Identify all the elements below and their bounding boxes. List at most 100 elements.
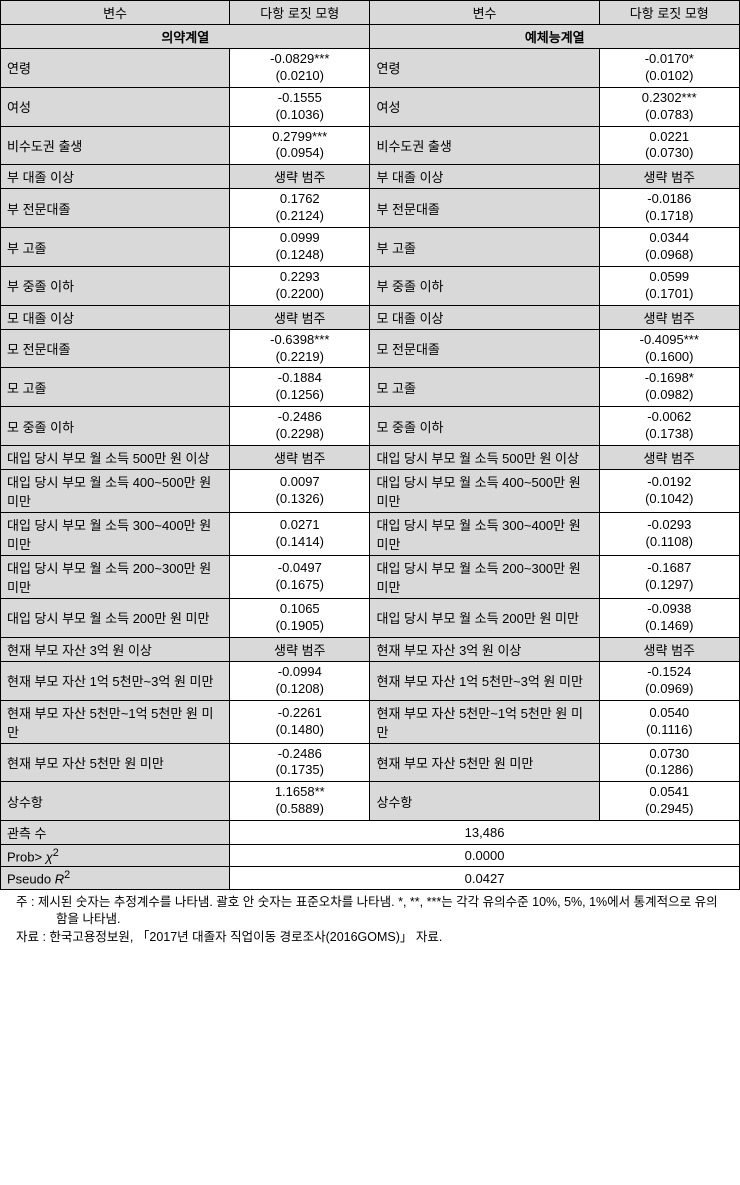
- variable-label-left: 모 전문대졸: [1, 329, 230, 368]
- coefficient-right: -0.0293(0.1108): [599, 513, 739, 556]
- section-row: 의약계열 예체능계열: [1, 25, 740, 49]
- coefficient-left: 0.0271(0.1414): [230, 513, 370, 556]
- omitted-category-left: 생략 범주: [230, 637, 370, 661]
- omitted-category-right: 생략 범주: [599, 637, 739, 661]
- section-right: 예체능계열: [370, 25, 740, 49]
- table-row: 모 전문대졸-0.6398***(0.2219)모 전문대졸-0.4095***…: [1, 329, 740, 368]
- variable-label-left: 부 전문대졸: [1, 189, 230, 228]
- summary-row: 관측 수13,486: [1, 821, 740, 845]
- omitted-category-left: 생략 범주: [230, 305, 370, 329]
- coefficient-right: -0.1687(0.1297): [599, 556, 739, 599]
- omitted-category-right: 생략 범주: [599, 446, 739, 470]
- coefficient-left: -0.6398***(0.2219): [230, 329, 370, 368]
- header-model-left: 다항 로짓 모형: [230, 1, 370, 25]
- variable-label-left: 현재 부모 자산 5천만~1억 5천만 원 미만: [1, 700, 230, 743]
- summary-label: 관측 수: [1, 821, 230, 845]
- coefficient-right: -0.0192(0.1042): [599, 470, 739, 513]
- header-var-right: 변수: [370, 1, 599, 25]
- coefficient-right: -0.1698*(0.0982): [599, 368, 739, 407]
- variable-label-left: 여성: [1, 87, 230, 126]
- table-row: 부 중졸 이하0.2293(0.2200)부 중졸 이하0.0599(0.170…: [1, 266, 740, 305]
- summary-value: 0.0000: [230, 845, 740, 867]
- variable-label-right: 현재 부모 자산 5천만 원 미만: [370, 743, 599, 782]
- variable-label-left: 현재 부모 자산 5천만 원 미만: [1, 743, 230, 782]
- coefficient-left: 0.2293(0.2200): [230, 266, 370, 305]
- variable-label-left: 부 고졸: [1, 228, 230, 267]
- variable-label-right: 여성: [370, 87, 599, 126]
- coefficient-left: -0.0497(0.1675): [230, 556, 370, 599]
- header-row: 변수 다항 로짓 모형 변수 다항 로짓 모형: [1, 1, 740, 25]
- variable-label-left: 모 중졸 이하: [1, 407, 230, 446]
- variable-label-left: 모 대졸 이상: [1, 305, 230, 329]
- coefficient-right: -0.0062(0.1738): [599, 407, 739, 446]
- coefficient-left: -0.1884(0.1256): [230, 368, 370, 407]
- table-row: 모 대졸 이상생략 범주모 대졸 이상생략 범주: [1, 305, 740, 329]
- variable-label-right: 상수항: [370, 782, 599, 821]
- coefficient-right: -0.0938(0.1469): [599, 599, 739, 638]
- coefficient-left: -0.0829***(0.0210): [230, 49, 370, 88]
- variable-label-left: 연령: [1, 49, 230, 88]
- table-row: 대입 당시 부모 월 소득 200만 원 미만0.1065(0.1905)대입 …: [1, 599, 740, 638]
- summary-value: 0.0427: [230, 867, 740, 889]
- coefficient-right: 0.0541(0.2945): [599, 782, 739, 821]
- variable-label-right: 현재 부모 자산 5천만~1억 5천만 원 미만: [370, 700, 599, 743]
- variable-label-left: 모 고졸: [1, 368, 230, 407]
- variable-label-right: 현재 부모 자산 1억 5천만~3억 원 미만: [370, 661, 599, 700]
- table-row: 현재 부모 자산 1억 5천만~3억 원 미만-0.0994(0.1208)현재…: [1, 661, 740, 700]
- table-row: 부 대졸 이상생략 범주부 대졸 이상생략 범주: [1, 165, 740, 189]
- coefficient-left: -0.1555(0.1036): [230, 87, 370, 126]
- variable-label-right: 현재 부모 자산 3억 원 이상: [370, 637, 599, 661]
- table-row: 대입 당시 부모 월 소득 200~300만 원 미만-0.0497(0.167…: [1, 556, 740, 599]
- variable-label-right: 모 중졸 이하: [370, 407, 599, 446]
- variable-label-left: 대입 당시 부모 월 소득 200~300만 원 미만: [1, 556, 230, 599]
- table-row: 대입 당시 부모 월 소득 500만 원 이상생략 범주대입 당시 부모 월 소…: [1, 446, 740, 470]
- variable-label-right: 부 중졸 이하: [370, 266, 599, 305]
- variable-label-right: 부 대졸 이상: [370, 165, 599, 189]
- variable-label-right: 대입 당시 부모 월 소득 500만 원 이상: [370, 446, 599, 470]
- table-row: 모 중졸 이하-0.2486(0.2298)모 중졸 이하-0.0062(0.1…: [1, 407, 740, 446]
- coefficient-right: -0.4095***(0.1600): [599, 329, 739, 368]
- variable-label-right: 연령: [370, 49, 599, 88]
- regression-table: 변수 다항 로짓 모형 변수 다항 로짓 모형 의약계열 예체능계열 연령-0.…: [0, 0, 740, 890]
- coefficient-left: -0.0994(0.1208): [230, 661, 370, 700]
- summary-row: Prob> χ20.0000: [1, 845, 740, 867]
- variable-label-right: 비수도권 출생: [370, 126, 599, 165]
- variable-label-right: 대입 당시 부모 월 소득 200만 원 미만: [370, 599, 599, 638]
- table-row: 대입 당시 부모 월 소득 400~500만 원 미만0.0097(0.1326…: [1, 470, 740, 513]
- coefficient-right: 0.0599(0.1701): [599, 266, 739, 305]
- coefficient-right: 0.0344(0.0968): [599, 228, 739, 267]
- coefficient-left: 0.1762(0.2124): [230, 189, 370, 228]
- variable-label-left: 현재 부모 자산 3억 원 이상: [1, 637, 230, 661]
- coefficient-left: 0.1065(0.1905): [230, 599, 370, 638]
- coefficient-right: 0.0540(0.1116): [599, 700, 739, 743]
- table-row: 비수도권 출생0.2799***(0.0954)비수도권 출생0.0221(0.…: [1, 126, 740, 165]
- coefficient-left: -0.2261(0.1480): [230, 700, 370, 743]
- header-var-left: 변수: [1, 1, 230, 25]
- variable-label-left: 대입 당시 부모 월 소득 500만 원 이상: [1, 446, 230, 470]
- variable-label-left: 상수항: [1, 782, 230, 821]
- variable-label-left: 부 중졸 이하: [1, 266, 230, 305]
- coefficient-left: 0.2799***(0.0954): [230, 126, 370, 165]
- variable-label-left: 비수도권 출생: [1, 126, 230, 165]
- variable-label-right: 대입 당시 부모 월 소득 400~500만 원 미만: [370, 470, 599, 513]
- note-line-2: 자료 : 한국고용정보원, 「2017년 대졸자 직업이동 경로조사(2016G…: [16, 929, 724, 947]
- variable-label-right: 대입 당시 부모 월 소득 200~300만 원 미만: [370, 556, 599, 599]
- coefficient-left: -0.2486(0.1735): [230, 743, 370, 782]
- table-row: 모 고졸-0.1884(0.1256)모 고졸-0.1698*(0.0982): [1, 368, 740, 407]
- omitted-category-right: 생략 범주: [599, 165, 739, 189]
- table-row: 상수항1.1658**(0.5889)상수항0.0541(0.2945): [1, 782, 740, 821]
- coefficient-left: 0.0097(0.1326): [230, 470, 370, 513]
- table-row: 현재 부모 자산 3억 원 이상생략 범주현재 부모 자산 3억 원 이상생략 …: [1, 637, 740, 661]
- summary-label: Pseudo R2: [1, 867, 230, 889]
- section-left: 의약계열: [1, 25, 370, 49]
- omitted-category-left: 생략 범주: [230, 165, 370, 189]
- summary-label: Prob> χ2: [1, 845, 230, 867]
- coefficient-right: -0.1524(0.0969): [599, 661, 739, 700]
- table-notes: 주 : 제시된 숫자는 추정계수를 나타냄. 괄호 안 숫자는 표준오차를 나타…: [0, 894, 740, 947]
- variable-label-right: 부 전문대졸: [370, 189, 599, 228]
- omitted-category-left: 생략 범주: [230, 446, 370, 470]
- coefficient-right: -0.0170*(0.0102): [599, 49, 739, 88]
- variable-label-left: 대입 당시 부모 월 소득 400~500만 원 미만: [1, 470, 230, 513]
- variable-label-left: 대입 당시 부모 월 소득 200만 원 미만: [1, 599, 230, 638]
- coefficient-right: 0.0730(0.1286): [599, 743, 739, 782]
